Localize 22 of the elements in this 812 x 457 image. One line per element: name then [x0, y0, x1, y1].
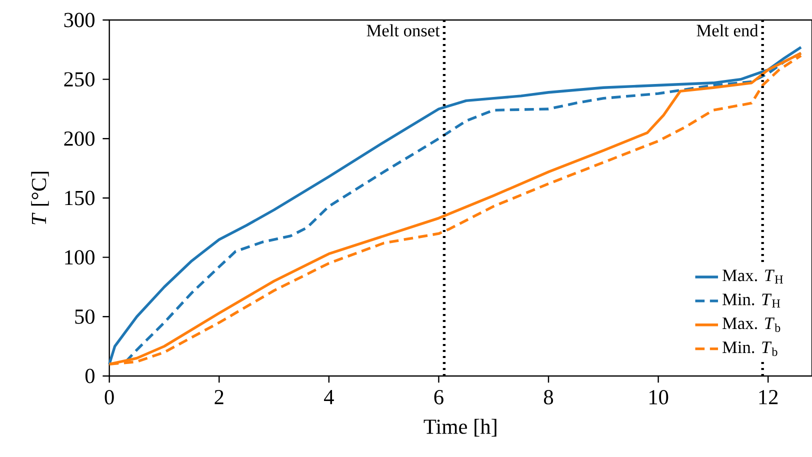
legend-label: Min. T$_{b}$ — [722, 342, 778, 356]
x-tick-label: 10 — [650, 390, 668, 405]
ref-line-label: Melt end — [696, 24, 758, 37]
legend-label: Max. T$_{b}$ — [722, 318, 780, 332]
y-tick-label: 200 — [64, 132, 94, 146]
y-tick-label: 250 — [64, 72, 94, 87]
x-tick-label: 8 — [544, 390, 554, 405]
y-tick-label: 100 — [65, 250, 94, 265]
legend-label: Max. T$_{H}$ — [722, 270, 783, 284]
y-axis-title: T [°C] — [31, 172, 49, 224]
x-axis-title: Time [h] — [424, 419, 496, 437]
x-tick-label: 4 — [324, 390, 334, 404]
y-tick-label: 300 — [64, 12, 94, 28]
x-tick-label: 0 — [104, 390, 114, 405]
y-tick-label: 150 — [65, 190, 94, 206]
y-tick-label: 50 — [75, 310, 94, 324]
legend-label: Min. T$_{H}$ — [722, 294, 780, 308]
x-tick-label: 6 — [434, 390, 444, 405]
x-tick-label: 12 — [759, 390, 778, 404]
x-tick-label: 2 — [214, 390, 224, 404]
y-tick-label: 0 — [85, 368, 94, 384]
ref-line-label: Melt onset — [366, 24, 440, 37]
